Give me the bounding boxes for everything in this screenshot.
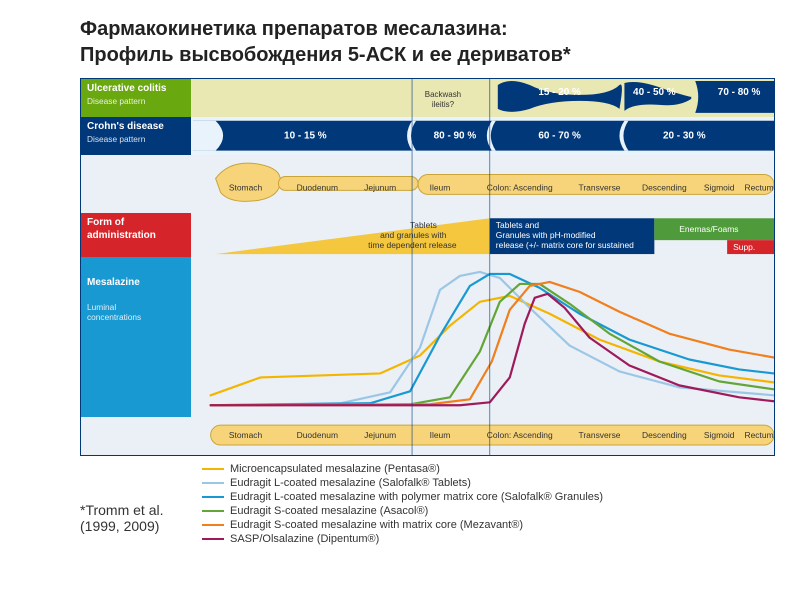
form-time-2: and granules with [380, 230, 447, 240]
mesa-label: Mesalazine Luminal concentrations [81, 257, 191, 417]
release-profile-chart: 15 - 20 % 40 - 50 % 70 - 80 % Backwash i… [80, 78, 775, 456]
legend-item: Eudragit L-coated mesalazine with polyme… [202, 490, 603, 504]
backwash-2: ileitis? [432, 100, 455, 109]
legend-label: SASP/Olsalazine (Dipentum®) [230, 533, 379, 545]
uc-disease-pattern: 15 - 20 % 40 - 50 % 70 - 80 % Backwash i… [425, 81, 774, 113]
gi-anatomy-bottom: Stomach Duodenum Jejunum Ileum Colon: Ascend… [211, 425, 774, 445]
legend-swatch [202, 524, 224, 527]
legend-item: Eudragit S-coated mesalazine (Asacol®) [202, 504, 603, 518]
svg-text:Transverse: Transverse [578, 430, 620, 440]
uc-pct-3: 70 - 80 % [718, 87, 761, 98]
svg-text:Sigmoid: Sigmoid [704, 182, 735, 192]
svg-text:Colon: Ascending: Colon: Ascending [487, 430, 553, 440]
legend-swatch [202, 496, 224, 499]
legend-swatch [202, 468, 224, 471]
page-title: Фармакокинетика препаратов месалазина: [80, 18, 508, 41]
legend: Microencapsulated mesalazine (Pentasa®) E… [202, 462, 603, 546]
svg-text:Duodenum: Duodenum [297, 182, 338, 192]
legend-label: Eudragit L-coated mesalazine with polyme… [230, 491, 603, 503]
svg-text:Jejunum: Jejunum [364, 430, 396, 440]
legend-item: Microencapsulated mesalazine (Pentasa®) [202, 462, 603, 476]
cd-label: Crohn's diseaseDisease pattern [81, 117, 191, 155]
uc-pct-1: 15 - 20 % [538, 87, 581, 98]
reference: *Tromm et al. (1999, 2009) [80, 502, 164, 534]
form-label: Form ofadministration [81, 213, 191, 257]
uc-pct-2: 40 - 50 % [633, 87, 676, 98]
svg-text:Descending: Descending [642, 430, 687, 440]
gi-anatomy-top: Stomach Duodenum Jejunum Ileum Colon: Ascend… [216, 163, 774, 201]
svg-text:Rectum: Rectum [744, 182, 773, 192]
cd-disease-pattern: 10 - 15 % 80 - 90 % 60 - 70 % 20 - 30 % [193, 121, 774, 151]
legend-item: Eudragit L-coated mesalazine (Salofalk® … [202, 476, 603, 490]
cd-pct-3: 60 - 70 % [538, 131, 581, 142]
legend-swatch [202, 482, 224, 485]
cd-pct-2: 80 - 90 % [434, 131, 477, 142]
mesalazine-curves [211, 272, 774, 405]
svg-text:Descending: Descending [642, 182, 687, 192]
svg-text:Rectum: Rectum [744, 430, 773, 440]
legend-swatch [202, 510, 224, 513]
legend-label: Microencapsulated mesalazine (Pentasa®) [230, 463, 440, 475]
form-supp: Supp. [733, 242, 755, 252]
legend-swatch [202, 538, 224, 541]
svg-text:Ileum: Ileum [430, 182, 451, 192]
svg-text:Ileum: Ileum [430, 430, 451, 440]
form-enemas: Enemas/Foams [679, 224, 738, 234]
svg-text:Transverse: Transverse [578, 182, 620, 192]
svg-text:Colon: Ascending: Colon: Ascending [487, 182, 553, 192]
form-of-admin: Tablets and granules with time dependent… [216, 218, 774, 254]
form-ph-2: Granules with pH-modified [496, 230, 596, 240]
svg-text:Duodenum: Duodenum [297, 430, 338, 440]
page-subtitle: Профиль высвобождения 5-АСК и ее дериват… [80, 44, 571, 67]
form-time-1: Tablets [410, 220, 437, 230]
legend-item: Eudragit S-coated mesalazine with matrix… [202, 518, 603, 532]
cd-pct-4: 20 - 30 % [663, 131, 706, 142]
svg-text:Stomach: Stomach [229, 182, 263, 192]
form-ph-1: Tablets and [496, 220, 540, 230]
svg-text:Stomach: Stomach [229, 430, 263, 440]
svg-text:Jejunum: Jejunum [364, 182, 396, 192]
backwash-1: Backwash [425, 90, 461, 99]
uc-label: Ulcerative colitisDisease pattern [81, 79, 191, 117]
form-time-3: time dependent release [368, 240, 457, 250]
svg-text:Sigmoid: Sigmoid [704, 430, 735, 440]
legend-label: Eudragit S-coated mesalazine with matrix… [230, 519, 523, 531]
legend-label: Eudragit L-coated mesalazine (Salofalk® … [230, 477, 471, 489]
legend-label: Eudragit S-coated mesalazine (Asacol®) [230, 505, 428, 517]
form-ph-3: release (+/- matrix core for sustained [496, 240, 634, 250]
cd-pct-1: 10 - 15 % [284, 131, 327, 142]
legend-item: SASP/Olsalazine (Dipentum®) [202, 532, 603, 546]
